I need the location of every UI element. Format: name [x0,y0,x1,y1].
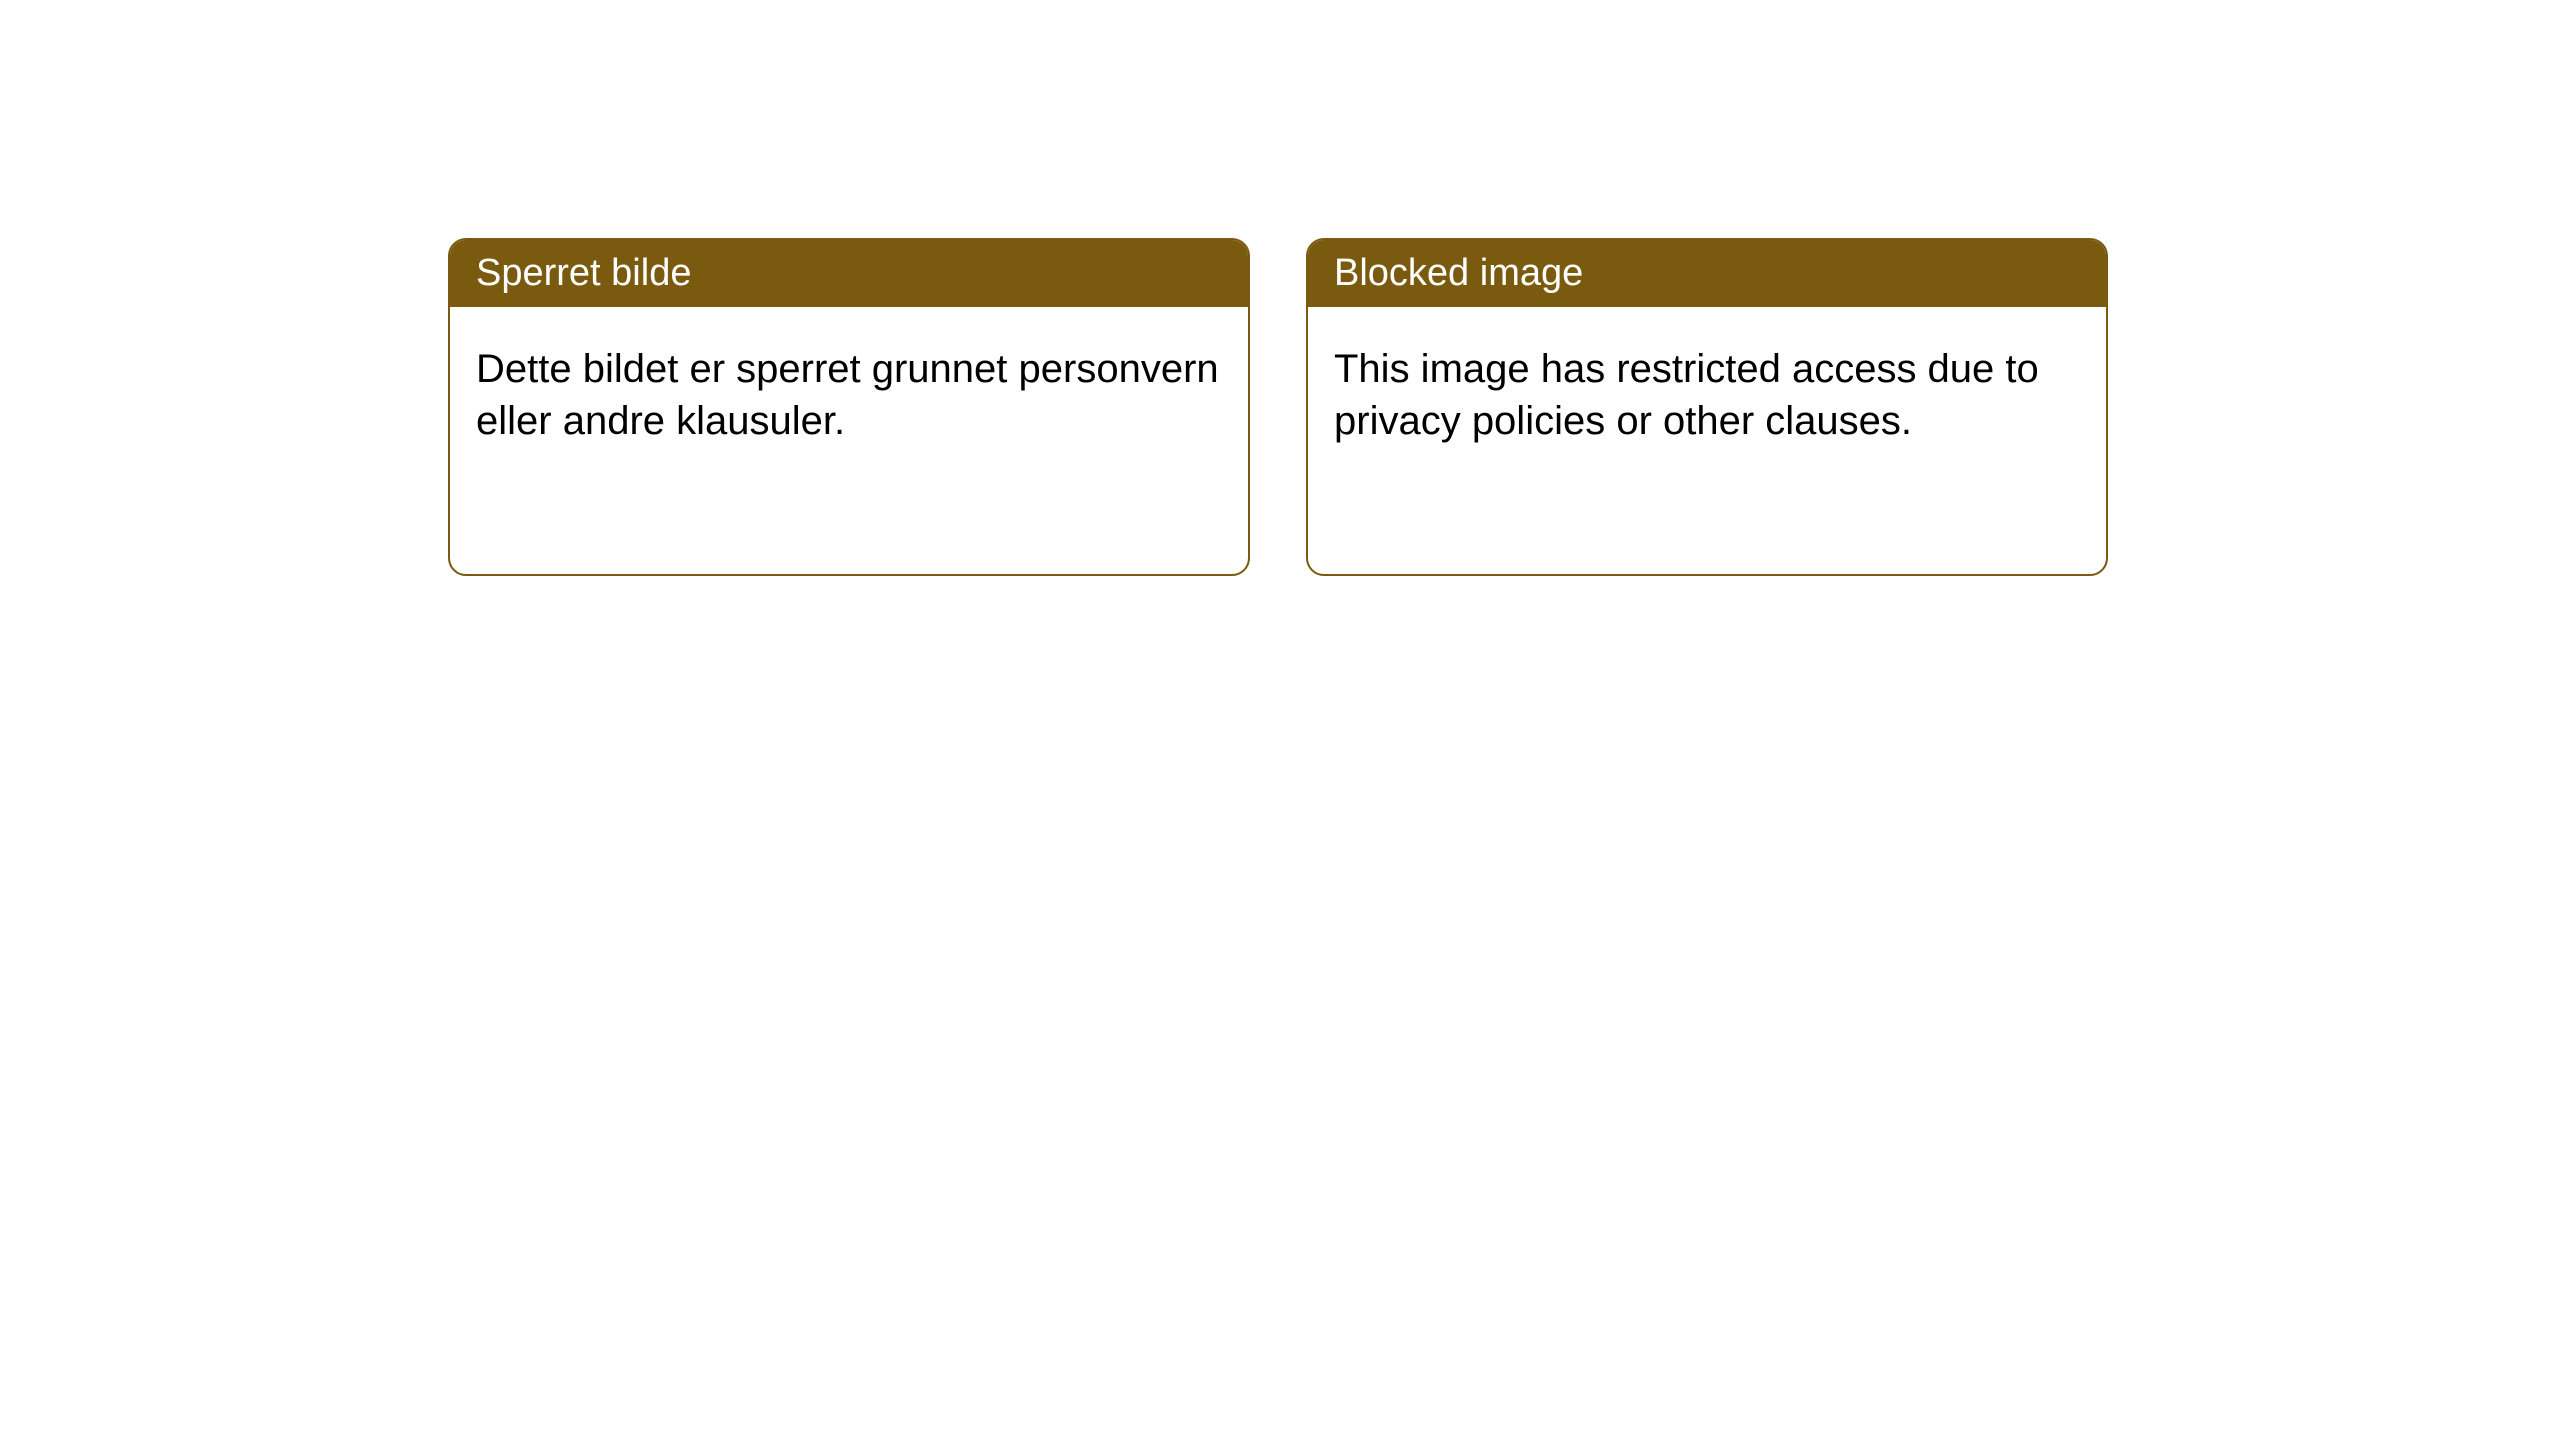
notice-card-english: Blocked image This image has restricted … [1306,238,2108,576]
card-header: Sperret bilde [450,240,1248,307]
card-body: Dette bildet er sperret grunnet personve… [450,307,1248,483]
notice-container: Sperret bilde Dette bildet er sperret gr… [448,238,2108,576]
card-title: Sperret bilde [476,252,691,294]
card-body-text: This image has restricted access due to … [1334,347,2039,443]
card-title: Blocked image [1334,252,1583,294]
card-body-text: Dette bildet er sperret grunnet personve… [476,347,1219,443]
card-body: This image has restricted access due to … [1308,307,2106,483]
card-header: Blocked image [1308,240,2106,307]
notice-card-norwegian: Sperret bilde Dette bildet er sperret gr… [448,238,1250,576]
